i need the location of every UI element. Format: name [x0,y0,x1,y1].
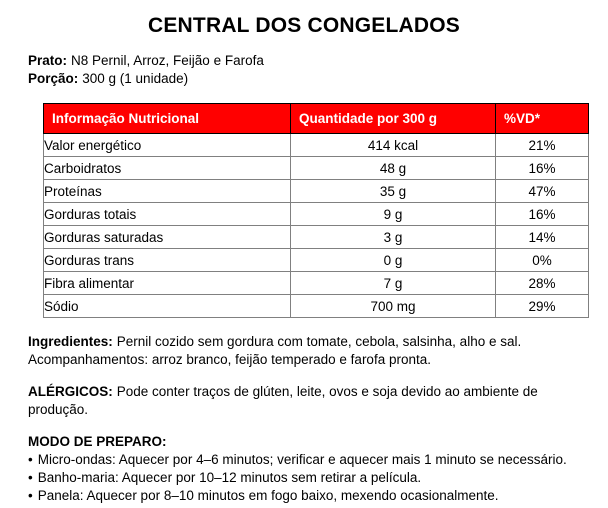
nutrient-amount: 0 g [290,248,496,272]
nutrient-amount: 3 g [290,225,496,249]
list-item: • Panela: Aquecer por 8–10 minutos em fog… [28,487,594,505]
table-row: Carboidratos 48 g 16% [43,156,589,180]
nutrient-vd: 16% [495,156,589,180]
nutrient-name: Gorduras totais [43,202,291,226]
ingredientes-label: Ingredientes: [28,334,113,349]
nutrition-table-header: Informação Nutricional Quantidade por 30… [43,103,589,134]
nutrient-name: Sódio [43,294,291,318]
list-item: • Banho-maria: Aquecer por 10–12 minutos … [28,469,594,487]
table-row: Fibra alimentar 7 g 28% [43,271,589,295]
modo-preparo-list: • Micro-ondas: Aquecer por 4–6 minutos; v… [28,451,594,505]
nutrient-vd: 21% [495,133,589,157]
modo-item-text: Banho-maria: Aquecer por 10–12 minutos s… [37,470,422,485]
nutrient-amount: 35 g [290,179,496,203]
porcao-line: Porção: 300 g (1 unidade) [28,70,608,88]
nutrient-vd: 0% [495,248,589,272]
prato-label: Prato: [28,53,68,68]
header-info-nutricional: Informação Nutricional [43,103,291,134]
nutrition-table-body: Valor energético 414 kcal 21% Carboidrat… [43,133,589,318]
bullet-icon: • [28,470,33,485]
bullet-icon: • [28,488,33,503]
table-header-row: Informação Nutricional Quantidade por 30… [43,103,589,134]
modo-item-text: Micro-ondas: Aquecer por 4–6 minutos; ve… [37,452,567,467]
prato-line: Prato: N8 Pernil, Arroz, Feijão e Farofa [28,52,608,70]
table-row: Gorduras trans 0 g 0% [43,248,589,272]
table-row: Gorduras totais 9 g 16% [43,202,589,226]
prato-value: N8 Pernil, Arroz, Feijão e Farofa [71,53,264,68]
nutrient-name: Fibra alimentar [43,271,291,295]
nutrient-vd: 16% [495,202,589,226]
page-title: CENTRAL DOS CONGELADOS [147,14,461,37]
nutrient-name: Gorduras trans [43,248,291,272]
header-vd: %VD* [495,103,589,134]
list-item: • Micro-ondas: Aquecer por 4–6 minutos; v… [28,451,594,469]
nutrient-name: Valor energético [43,133,291,157]
nutrient-amount: 414 kcal [290,133,496,157]
nutrient-name: Gorduras saturadas [43,225,291,249]
alergicos-label: ALÉRGICOS: [28,384,113,399]
nutrient-amount: 700 mg [290,294,496,318]
alergicos-section: ALÉRGICOS: Pode conter traços de glúten, … [28,383,594,419]
nutrient-name: Proteínas [43,179,291,203]
acompanhamentos-line: Acompanhamentos: arroz branco, feijão te… [28,352,431,367]
nutrient-vd: 47% [495,179,589,203]
nutrient-vd: 14% [495,225,589,249]
porcao-label: Porção: [28,71,79,86]
porcao-value: 300 g (1 unidade) [82,71,189,86]
nutrient-vd: 29% [495,294,589,318]
table-row: Sódio 700 mg 29% [43,294,589,318]
table-row: Gorduras saturadas 3 g 14% [43,225,589,249]
nutrient-vd: 28% [495,271,589,295]
nutrient-amount: 48 g [290,156,496,180]
modo-preparo-label: MODO DE PREPARO: [28,434,167,449]
ingredientes-section: Ingredientes: Pernil cozido sem gordura c… [28,333,594,369]
bullet-icon: • [28,452,33,467]
header-quantidade: Quantidade por 300 g [290,103,496,134]
modo-preparo-section: MODO DE PREPARO: • Micro-ondas: Aquecer p… [28,433,594,505]
nutrition-table: Informação Nutricional Quantidade por 30… [43,103,589,318]
alergicos-text: Pode conter traços de glúten, leite, ovo… [28,384,538,417]
nutrient-amount: 9 g [290,202,496,226]
modo-item-text: Panela: Aquecer por 8–10 minutos em fogo… [37,488,499,503]
table-row: Proteínas 35 g 47% [43,179,589,203]
ingredientes-line: Ingredientes: Pernil cozido sem gordura c… [28,333,594,351]
table-row: Valor energético 414 kcal 21% [43,133,589,157]
nutrient-amount: 7 g [290,271,496,295]
nutrient-name: Carboidratos [43,156,291,180]
product-meta: Prato: N8 Pernil, Arroz, Feijão e Farofa … [28,52,608,88]
ingredientes-text: Pernil cozido sem gordura com tomate, ce… [116,334,522,349]
